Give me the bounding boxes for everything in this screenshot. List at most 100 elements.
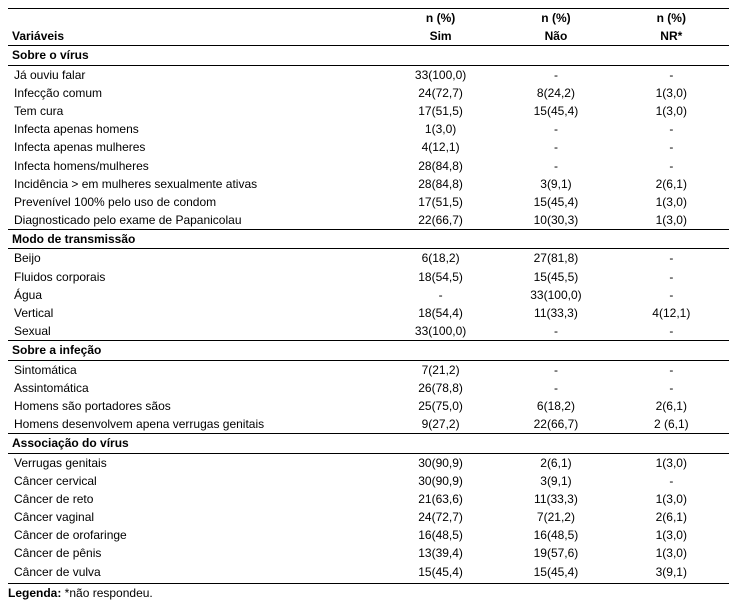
row-sim: 18(54,5) (383, 268, 498, 286)
row-label: Tem cura (8, 102, 383, 120)
table-row: Câncer de pênis 13(39,4) 19(57,6) 1(3,0) (8, 544, 729, 562)
table-row: Vertical 18(54,4) 11(33,3) 4(12,1) (8, 304, 729, 322)
row-sim: 9(27,2) (383, 415, 498, 434)
header-variaveis: Variáveis (8, 27, 383, 46)
row-nao: 15(45,5) (498, 268, 613, 286)
row-nao: - (498, 379, 613, 397)
section-title: Modo de transmissão (8, 230, 729, 249)
table-row: Homens são portadores sãos 25(75,0) 6(18… (8, 397, 729, 415)
table-row: Beijo 6(18,2) 27(81,8) - (8, 249, 729, 268)
row-sim: 28(84,8) (383, 175, 498, 193)
row-nr: - (614, 65, 729, 84)
row-nr: - (614, 379, 729, 397)
row-nr: - (614, 120, 729, 138)
table-row: Sintomática 7(21,2) - - (8, 360, 729, 379)
row-nr: 4(12,1) (614, 304, 729, 322)
row-nao: - (498, 157, 613, 175)
row-label: Câncer vaginal (8, 508, 383, 526)
table-row: Verrugas genitais 30(90,9) 2(6,1) 1(3,0) (8, 453, 729, 472)
row-nao: - (498, 322, 613, 341)
row-label: Sintomática (8, 360, 383, 379)
section-title: Sobre a infeção (8, 341, 729, 360)
row-nao: - (498, 138, 613, 156)
section-title: Associação do vírus (8, 434, 729, 453)
table-row: Prevenível 100% pelo uso de condom 17(51… (8, 193, 729, 211)
row-nr: 2(6,1) (614, 175, 729, 193)
row-label: Câncer de reto (8, 490, 383, 508)
row-nao: 6(18,2) (498, 397, 613, 415)
row-sim: 4(12,1) (383, 138, 498, 156)
row-sim: 28(84,8) (383, 157, 498, 175)
row-nao: 8(24,2) (498, 84, 613, 102)
header-sim: Sim (383, 27, 498, 46)
row-sim: 33(100,0) (383, 322, 498, 341)
table-row: Água - 33(100,0) - (8, 286, 729, 304)
row-sim: 1(3,0) (383, 120, 498, 138)
table-row: Câncer vaginal 24(72,7) 7(21,2) 2(6,1) (8, 508, 729, 526)
table-row: Sexual 33(100,0) - - (8, 322, 729, 341)
row-nao: - (498, 120, 613, 138)
section-header: Associação do vírus (8, 434, 729, 453)
row-nao: 19(57,6) (498, 544, 613, 562)
row-label: Prevenível 100% pelo uso de condom (8, 193, 383, 211)
table-row: Câncer cervical 30(90,9) 3(9,1) - (8, 472, 729, 490)
row-nr: - (614, 268, 729, 286)
row-nr: 1(3,0) (614, 84, 729, 102)
row-nr: 1(3,0) (614, 490, 729, 508)
header-n1: n (%) (383, 9, 498, 28)
row-label: Já ouviu falar (8, 65, 383, 84)
table-row: Infecta homens/mulheres 28(84,8) - - (8, 157, 729, 175)
row-nr: 1(3,0) (614, 544, 729, 562)
row-label: Beijo (8, 249, 383, 268)
row-sim: 24(72,7) (383, 84, 498, 102)
row-sim: 18(54,4) (383, 304, 498, 322)
row-sim: 21(63,6) (383, 490, 498, 508)
row-nao: - (498, 360, 613, 379)
row-nr: 1(3,0) (614, 453, 729, 472)
table-row: Câncer de orofaringe 16(48,5) 16(48,5) 1… (8, 526, 729, 544)
row-label: Câncer de pênis (8, 544, 383, 562)
row-nao: - (498, 65, 613, 84)
row-sim: 24(72,7) (383, 508, 498, 526)
header-empty (8, 9, 383, 28)
row-sim: 26(78,8) (383, 379, 498, 397)
row-nr: 2(6,1) (614, 508, 729, 526)
row-nr: 3(9,1) (614, 563, 729, 581)
row-nao: 7(21,2) (498, 508, 613, 526)
row-nao: 11(33,3) (498, 490, 613, 508)
row-label: Homens são portadores sãos (8, 397, 383, 415)
row-label: Homens desenvolvem apena verrugas genita… (8, 415, 383, 434)
legend: Legenda: *não respondeu. (8, 583, 729, 600)
row-nr: 1(3,0) (614, 193, 729, 211)
row-nr: - (614, 286, 729, 304)
row-label: Câncer de vulva (8, 563, 383, 581)
row-sim: 6(18,2) (383, 249, 498, 268)
row-sim: 17(51,5) (383, 102, 498, 120)
row-label: Sexual (8, 322, 383, 341)
row-label: Infecta apenas homens (8, 120, 383, 138)
row-nao: 10(30,3) (498, 211, 613, 230)
row-nr: - (614, 249, 729, 268)
row-nr: - (614, 360, 729, 379)
row-nao: 27(81,8) (498, 249, 613, 268)
row-sim: - (383, 286, 498, 304)
table-row: Tem cura 17(51,5) 15(45,4) 1(3,0) (8, 102, 729, 120)
row-nao: 16(48,5) (498, 526, 613, 544)
row-nr: - (614, 157, 729, 175)
row-nr: 1(3,0) (614, 526, 729, 544)
row-sim: 22(66,7) (383, 211, 498, 230)
row-nao: 3(9,1) (498, 472, 613, 490)
table-row: Infecção comum 24(72,7) 8(24,2) 1(3,0) (8, 84, 729, 102)
table-row: Assintomática 26(78,8) - - (8, 379, 729, 397)
row-label: Fluidos corporais (8, 268, 383, 286)
row-label: Infecta apenas mulheres (8, 138, 383, 156)
row-nr: 2(6,1) (614, 397, 729, 415)
row-label: Diagnosticado pelo exame de Papanicolau (8, 211, 383, 230)
data-table: n (%) n (%) n (%) Variáveis Sim Não NR* … (8, 8, 729, 581)
row-sim: 13(39,4) (383, 544, 498, 562)
row-nao: 22(66,7) (498, 415, 613, 434)
section-header: Sobre a infeção (8, 341, 729, 360)
row-nr: 2 (6,1) (614, 415, 729, 434)
row-label: Incidência > em mulheres sexualmente ati… (8, 175, 383, 193)
table-row: Câncer de vulva 15(45,4) 15(45,4) 3(9,1) (8, 563, 729, 581)
